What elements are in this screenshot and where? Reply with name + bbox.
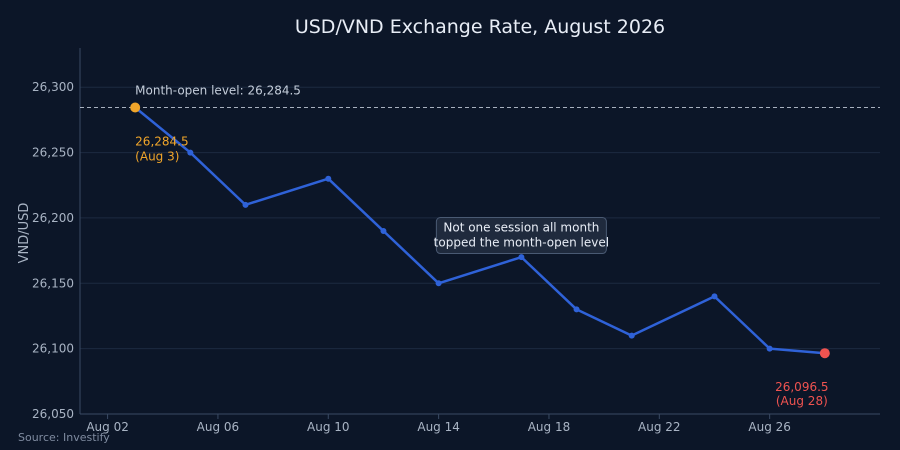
- note-callout-box: [435, 217, 607, 255]
- axes: 26,050 26,100 26,150 26,200 26,250 26,300 Aug …: [32, 48, 880, 434]
- data-point: [380, 228, 387, 234]
- annotations: 26,284.5(Aug 3) 26,096.5(Aug 28) Not one s…: [130, 102, 830, 408]
- end-point-marker: [819, 348, 830, 359]
- data-point: [711, 293, 718, 300]
- y-tick-label: 26,300: [32, 80, 74, 94]
- y-tick-label: 26,050: [32, 407, 74, 421]
- reference-line-label: Month-open level: 26,284.5: [135, 83, 301, 97]
- data-point: [766, 345, 773, 352]
- y-tick-label: 26,100: [32, 342, 74, 356]
- source-note: Source: Investify: [18, 431, 110, 444]
- data-point: [187, 149, 194, 156]
- end-value-label: 26,096.5: [775, 380, 828, 394]
- x-tick-label: Aug 02: [86, 420, 129, 434]
- end-date-label: (Aug 28): [776, 394, 828, 408]
- exchange-rate-line: [134, 106, 825, 355]
- start-value-label: 26,284.5: [135, 134, 188, 148]
- data-point: [325, 175, 332, 182]
- note-callout-text: Not one session all month: [443, 221, 599, 235]
- x-tick-label: Aug 10: [307, 420, 350, 434]
- start-point-marker: [130, 102, 141, 113]
- data-point: [518, 254, 525, 261]
- chart-title: USD/VND Exchange Rate, August 2026: [295, 16, 665, 38]
- x-tick-label: Aug 22: [638, 420, 681, 434]
- data-point: [573, 306, 580, 313]
- y-tick-label: 26,150: [32, 276, 74, 290]
- data-point: [628, 332, 635, 339]
- x-tick-label: Aug 06: [197, 420, 240, 434]
- x-tick-label: Aug 18: [528, 420, 571, 434]
- x-tick-label: Aug 26: [748, 420, 791, 434]
- y-tick-label: 26,200: [32, 211, 74, 225]
- data-point: [435, 280, 442, 287]
- note-callout-text: topped the month-open level: [434, 236, 609, 250]
- data-point: [242, 201, 249, 208]
- reference-line-group: Month-open level: 26,284.5: [80, 83, 880, 108]
- y-tick-label: 26,250: [32, 146, 74, 160]
- start-date-label: (Aug 3): [135, 149, 179, 163]
- y-axis-title: VND/USD: [17, 203, 32, 264]
- x-tick-label: Aug 14: [417, 420, 460, 434]
- series-group: [134, 106, 825, 355]
